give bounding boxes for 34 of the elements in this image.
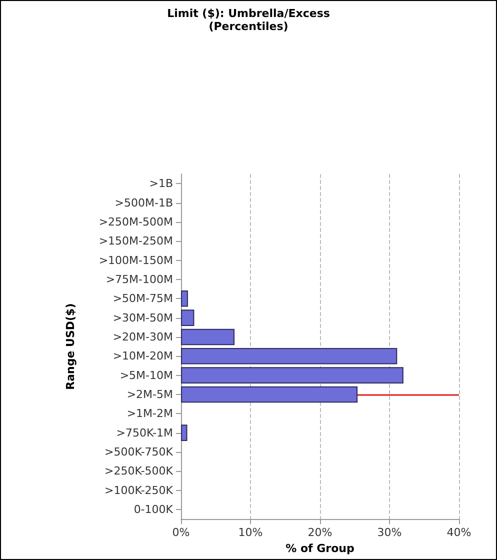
y-tick-label: >1B — [149, 177, 173, 190]
y-tick-label: >500K-750K — [104, 445, 174, 458]
bar — [181, 424, 188, 441]
y-tick-label: >5M-10M — [120, 368, 173, 382]
y-tick-label: 0-100K — [134, 503, 174, 516]
bar — [181, 367, 404, 384]
y-tick-label: >750K-1M — [116, 426, 173, 440]
bar — [181, 386, 358, 403]
chart-title: Limit ($): Umbrella/Excess — [167, 7, 330, 20]
y-tick-label: >250M-500M — [98, 215, 173, 228]
bar — [181, 290, 188, 307]
bar — [181, 348, 398, 364]
y-tick-label: >500M-1B — [114, 196, 173, 210]
y-tick-label: >150M-250M — [98, 234, 173, 248]
x-axis-title: % of Group — [286, 542, 354, 555]
chart-subtitle: (Percentiles) — [208, 20, 288, 33]
x-tick-label: 40% — [446, 526, 472, 540]
y-axis-title: Range USD($) — [64, 303, 77, 390]
y-tick-label: >50M-75M — [112, 292, 173, 306]
x-tick-label: 10% — [238, 526, 263, 540]
y-tick-label: >20M-30M — [112, 330, 173, 344]
bar — [181, 328, 235, 346]
x-tick-label: 30% — [377, 526, 402, 540]
y-tick-label: >75M-100M — [106, 272, 173, 286]
y-tick-label: >30M-50M — [112, 311, 173, 324]
y-tick-label: >100M-150M — [98, 254, 173, 267]
x-tick-label: 20% — [308, 526, 332, 540]
y-tick-label: >100K-250K — [104, 484, 174, 497]
y-tick-label: >2M-5M — [126, 388, 173, 401]
x-tick-label: 0% — [172, 526, 190, 540]
y-tick-label: >10M-20M — [112, 350, 173, 363]
y-tick-label: >1M-2M — [126, 407, 173, 420]
bar — [181, 310, 194, 326]
y-tick-label: >250K-500K — [104, 464, 174, 478]
